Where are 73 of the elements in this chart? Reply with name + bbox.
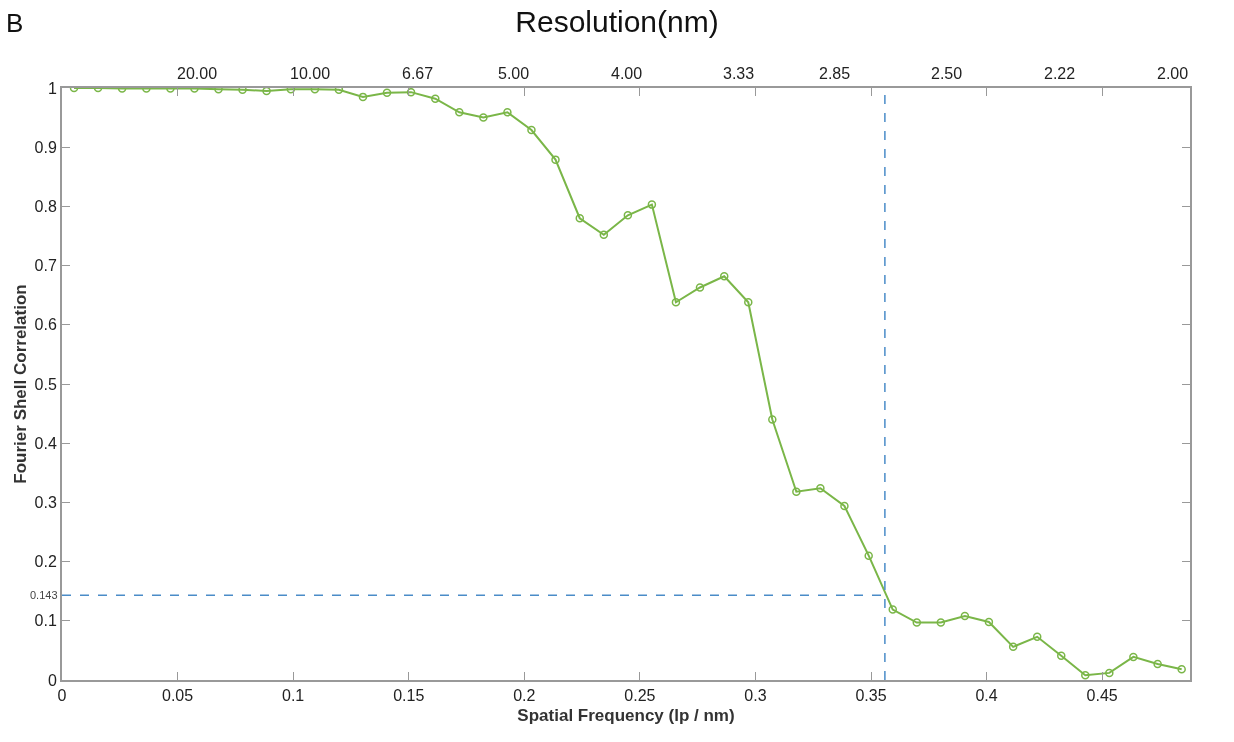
point <box>479 113 488 122</box>
point <box>238 88 247 95</box>
point <box>551 155 560 164</box>
y-tick-label: 0.7 <box>34 257 57 275</box>
y-tick-label: 0.5 <box>34 375 57 393</box>
text: 10.00 <box>290 65 331 82</box>
point <box>1032 632 1042 642</box>
point <box>671 298 681 307</box>
point <box>816 483 825 493</box>
x-tick-label: 0.25 <box>624 687 656 705</box>
point <box>358 92 368 102</box>
point <box>382 88 392 97</box>
point <box>864 551 873 560</box>
text: 3.33 <box>723 65 755 82</box>
x-axis-title: Spatial Frequency (lp / nm) <box>517 706 735 726</box>
point <box>623 211 633 220</box>
ref-line-label: 0.143 <box>30 589 58 601</box>
point <box>455 108 464 117</box>
point <box>1081 671 1090 680</box>
text: 2.22 <box>1044 65 1076 82</box>
point <box>744 298 753 307</box>
y-tick-label: 0.2 <box>34 553 57 571</box>
text: 5.00 <box>498 65 530 82</box>
text: 4.00 <box>611 65 643 82</box>
point <box>1177 665 1186 674</box>
point <box>575 213 585 223</box>
y-tick-label: 0.6 <box>34 316 57 334</box>
point <box>768 415 777 424</box>
point <box>695 283 705 292</box>
x-tick-label: 0.4 <box>975 687 998 705</box>
point <box>960 611 970 621</box>
chart-title: Resolution(nm) <box>515 5 719 39</box>
point <box>503 108 512 117</box>
text: 20.00 <box>177 65 218 82</box>
y-tick-label: 0.1 <box>34 612 57 630</box>
y-tick-label: 0.8 <box>34 198 57 215</box>
point <box>888 605 897 614</box>
point <box>840 501 849 511</box>
x-tick-label: 0.3 <box>744 687 767 705</box>
point <box>262 88 271 96</box>
x-tick-label: 0.45 <box>1086 687 1118 705</box>
point <box>334 88 344 95</box>
y-tick-label: 1 <box>47 79 57 97</box>
point <box>984 617 994 627</box>
x-tick-label: 0.1 <box>282 687 305 705</box>
y-axis-title: Fourier Shell Correlation <box>10 284 30 484</box>
x-tick-label: 0.35 <box>855 687 887 705</box>
text: 2.50 <box>931 65 963 82</box>
point <box>647 200 657 209</box>
point <box>1129 652 1138 662</box>
point <box>406 88 416 97</box>
point <box>1057 651 1066 660</box>
y-tick-label: 0.9 <box>34 138 57 156</box>
y-tick-label: 0.4 <box>34 434 57 452</box>
text: 2.00 <box>1157 65 1189 82</box>
point <box>1153 659 1162 669</box>
x-tick-label: 0.15 <box>393 687 425 705</box>
point <box>719 272 729 281</box>
point <box>912 618 922 627</box>
y-tick-label: 0.3 <box>34 494 57 511</box>
point <box>1105 668 1114 678</box>
text: B <box>6 8 24 38</box>
point <box>936 618 946 627</box>
point <box>527 125 536 135</box>
y-tick-label: 0 <box>47 671 57 689</box>
point <box>431 94 440 103</box>
point <box>1008 642 1018 652</box>
x-tick-label: 0.05 <box>162 687 194 705</box>
point <box>599 230 609 240</box>
text: 6.67 <box>402 65 434 82</box>
text: 2.85 <box>819 65 851 82</box>
point <box>792 487 801 496</box>
x-tick-label: 0.2 <box>513 687 536 705</box>
